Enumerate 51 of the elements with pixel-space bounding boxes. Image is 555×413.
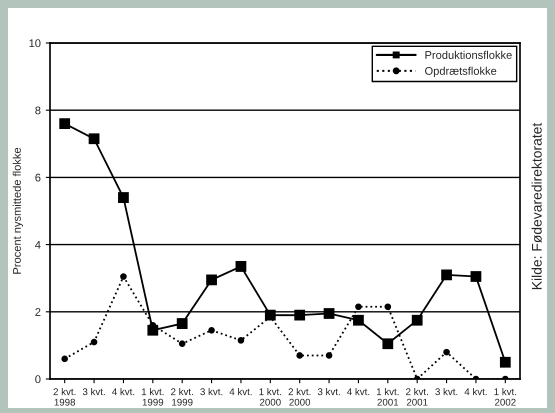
x-tick-label: 4 kvt. xyxy=(464,388,487,396)
point xyxy=(59,118,70,130)
y-tick-label: 10 xyxy=(29,39,41,48)
text: Kilde: Fødevaredirektoratet xyxy=(532,122,542,290)
point xyxy=(470,271,482,282)
legend-label: Opdrætsflokke xyxy=(425,66,496,78)
point xyxy=(61,356,68,362)
x-tick-label: 3 kvt. xyxy=(435,388,458,396)
x-tick-label: 2 kvt. 1998 xyxy=(54,388,76,406)
point xyxy=(384,303,392,310)
point xyxy=(441,269,452,280)
y-axis-title: Procent nysmittede flokke xyxy=(12,148,24,274)
y-tick-label: 2 xyxy=(35,308,40,316)
x-tick-label: 1 kvt. 2002 xyxy=(494,388,516,406)
point xyxy=(238,337,244,344)
point xyxy=(355,303,362,310)
point xyxy=(296,352,303,359)
point xyxy=(326,352,332,359)
point xyxy=(90,338,98,346)
point xyxy=(206,274,217,286)
x-tick-label: 1 kvt. 2001 xyxy=(376,388,399,406)
x-tick-label: 4 kvt. xyxy=(230,388,252,396)
y-tick-label: 4 xyxy=(35,240,41,249)
point xyxy=(443,348,450,356)
x-tick-label: 1 kvt. 1999 xyxy=(142,388,164,406)
point xyxy=(353,314,364,326)
y-tick-label: 8 xyxy=(35,106,40,114)
point xyxy=(294,310,306,321)
x-tick-label: 2 kvt. 2001 xyxy=(406,388,428,406)
y-tick-label: 0 xyxy=(35,375,41,384)
point xyxy=(176,318,188,329)
x-tick-label: 3 kvt. xyxy=(318,388,340,396)
point xyxy=(208,326,215,334)
point xyxy=(382,338,394,350)
point xyxy=(500,356,511,368)
x-tick-label: 2 kvt. 2000 xyxy=(288,388,310,406)
x-tick-label: 2 kvt. 1999 xyxy=(171,388,193,406)
x-tick-label: 3 kvt. xyxy=(200,388,222,396)
y-tick-label: 6 xyxy=(35,174,40,182)
point xyxy=(412,314,423,326)
x-tick-label: 4 kvt. xyxy=(347,388,370,396)
x-tick-label: 1 kvt. 2000 xyxy=(259,388,282,406)
point xyxy=(178,340,186,348)
x-tick-label: 3 kvt. xyxy=(82,388,105,396)
point xyxy=(118,192,129,203)
point xyxy=(120,273,127,280)
point xyxy=(88,133,100,144)
legend-label: Produktionsflokke xyxy=(425,50,512,59)
point xyxy=(324,308,334,319)
x-tick-label: 4 kvt. xyxy=(112,388,134,396)
point xyxy=(236,261,246,272)
